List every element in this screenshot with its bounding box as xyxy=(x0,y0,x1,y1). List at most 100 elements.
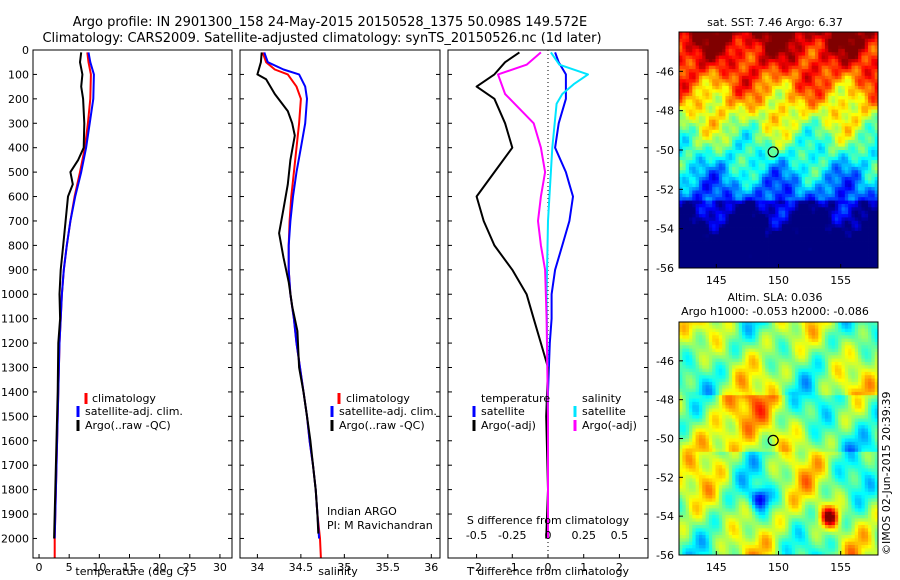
map-cell xyxy=(798,150,803,154)
map-cell xyxy=(738,109,743,114)
map-cell xyxy=(768,126,773,131)
map-cell xyxy=(758,48,763,53)
map-cell xyxy=(864,109,869,114)
map-cell xyxy=(854,35,859,40)
map-cell xyxy=(728,52,733,56)
map-cell xyxy=(765,170,769,174)
map-cell xyxy=(824,244,829,249)
map-cell xyxy=(702,153,706,158)
map-cell xyxy=(705,119,710,124)
map-cell xyxy=(874,52,879,56)
map-cell xyxy=(695,58,700,63)
map-cell xyxy=(848,190,852,195)
map-cell xyxy=(708,322,713,326)
map-cell xyxy=(861,322,866,326)
map-cell xyxy=(692,109,696,114)
map-cell xyxy=(805,224,809,228)
map-cell xyxy=(685,82,690,87)
map-cell xyxy=(679,55,683,60)
map-cell xyxy=(725,220,730,225)
map-cell xyxy=(755,85,759,90)
map-cell xyxy=(715,173,720,178)
map-cell xyxy=(861,230,866,235)
map-cell xyxy=(861,133,866,137)
map-cell xyxy=(805,348,809,353)
map-cell xyxy=(778,136,783,141)
map-cell xyxy=(814,170,819,174)
map-cell xyxy=(735,227,740,232)
map-cell xyxy=(751,69,756,73)
map-cell xyxy=(705,227,710,232)
map-cell xyxy=(698,48,703,53)
map-cell xyxy=(715,187,720,191)
map-cell xyxy=(735,136,740,141)
map-cell xyxy=(854,102,859,107)
map-cell xyxy=(874,224,879,228)
map-cell xyxy=(751,163,756,168)
map-cell xyxy=(755,102,759,107)
map-cell xyxy=(708,89,713,94)
map-cell xyxy=(851,153,856,158)
map-cell xyxy=(798,264,803,269)
map-cell xyxy=(732,254,736,259)
map-cell xyxy=(742,96,746,100)
map-cell xyxy=(848,116,852,121)
map-cell xyxy=(761,335,766,340)
map-cell xyxy=(871,116,876,121)
map-cell xyxy=(828,69,832,73)
map-cell xyxy=(732,156,736,161)
map-cell xyxy=(722,65,726,70)
map-cell xyxy=(748,65,753,70)
map-cell xyxy=(814,220,819,225)
map-cell xyxy=(791,335,796,340)
map-cell xyxy=(718,123,723,127)
map-cell xyxy=(854,254,859,259)
map-cell xyxy=(801,322,806,326)
map-cell xyxy=(871,85,876,90)
map-cell xyxy=(715,156,720,161)
map-cell xyxy=(725,251,730,255)
map-cell xyxy=(745,156,750,161)
map-cell xyxy=(828,227,832,232)
map-cell xyxy=(688,163,693,168)
map-cell xyxy=(705,150,710,154)
map-cell xyxy=(712,197,716,201)
map-cell xyxy=(712,65,716,70)
map-cell xyxy=(712,133,716,137)
map-cell xyxy=(854,264,859,269)
sla-map-title-line-1: Altim. SLA: 0.036 xyxy=(727,291,822,304)
map-cell xyxy=(841,126,846,131)
map-cell xyxy=(725,187,730,191)
map-cell xyxy=(818,227,823,232)
map-cell xyxy=(712,112,716,117)
map-cell xyxy=(712,163,716,168)
map-cell xyxy=(725,123,730,127)
map-cell xyxy=(811,341,816,346)
map-cell xyxy=(765,261,769,266)
map-cell xyxy=(768,102,773,107)
map-cell xyxy=(765,102,769,107)
map-cell xyxy=(705,55,710,60)
map-cell xyxy=(821,187,826,191)
map-cell xyxy=(765,62,769,67)
map-cell xyxy=(834,331,839,336)
map-cell xyxy=(715,214,720,218)
map-cell xyxy=(831,187,836,191)
map-cell xyxy=(798,79,803,83)
map-cell xyxy=(841,38,846,43)
map-cell xyxy=(698,160,703,164)
map-cell xyxy=(682,193,687,198)
map-cell xyxy=(685,224,690,228)
map-cell xyxy=(775,335,779,340)
map-cell xyxy=(795,254,799,259)
map-cell xyxy=(781,82,786,87)
map-cell xyxy=(874,247,879,252)
map-cell xyxy=(785,331,789,336)
map-cell xyxy=(725,214,730,218)
map-cell xyxy=(698,217,703,222)
map-cell xyxy=(811,112,816,117)
map-cell xyxy=(814,102,819,107)
map-cell xyxy=(858,139,862,144)
map-cell xyxy=(712,153,716,158)
map-cell xyxy=(795,237,799,242)
